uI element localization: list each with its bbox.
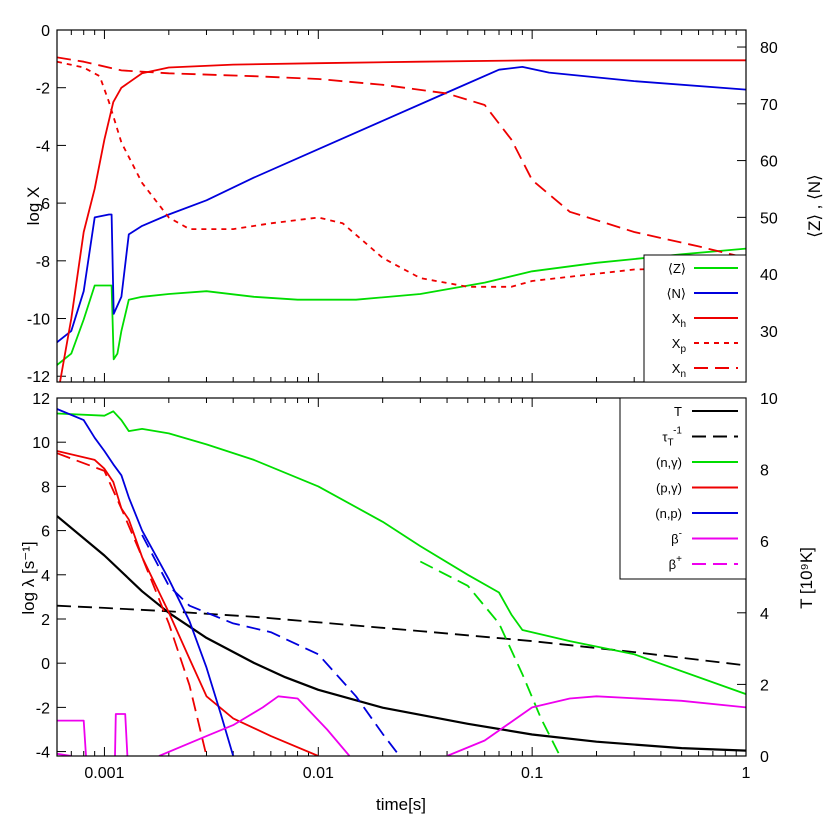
legend-superscript: + [676, 554, 682, 565]
y-right-tick-label: 80 [760, 40, 778, 57]
x-tick-label: 1 [742, 765, 751, 782]
y-right-tick-label: 0 [760, 749, 769, 766]
y-left-tick-label: -8 [36, 254, 50, 271]
series-line-n-p-dashed [141, 534, 401, 756]
series-line-p-dashed [57, 452, 208, 756]
y-left-tick-label: -12 [27, 369, 50, 386]
y-left-tick-label: 8 [41, 479, 50, 496]
y-left-tick-label: 10 [32, 435, 50, 452]
legend-subscript: T [668, 438, 674, 449]
y-right-tick-label: 30 [760, 324, 778, 341]
top-axis-ticks: 0 -2 -4 -6 -8 -10 -12 80 70 60 50 40 30 [27, 23, 778, 386]
legend-superscript: - [679, 529, 682, 540]
y-left-tick-label: -10 [27, 312, 50, 329]
series-line-n-p [57, 408, 235, 756]
bottom-panel: 0.001 0.01 0.1 1 12 10 8 6 4 2 0 -2 -4 10 8 6 4 2 0 log λ … [19, 391, 816, 814]
y-left-tick-label: -2 [36, 81, 50, 98]
y-right-tick-label: 60 [760, 154, 778, 171]
top-left-axis-label: log X [24, 187, 43, 226]
y-left-tick-label: -4 [36, 745, 50, 762]
legend-label: (n,p) [655, 506, 682, 521]
legend-subscript: n [680, 369, 686, 380]
legend-label: T [674, 404, 682, 419]
series-line-xn [57, 56, 746, 259]
series-line-n-dashed [419, 560, 561, 756]
x-tick-label: 0.1 [521, 765, 543, 782]
legend-label: ⟨Z⟩ [668, 261, 686, 276]
y-left-tick-label: 12 [32, 391, 50, 408]
series-line-p [57, 450, 319, 756]
legend-subscript: h [680, 319, 686, 330]
series-line-n [57, 66, 746, 344]
legend-label: (n,γ) [656, 455, 682, 470]
y-right-tick-label: 8 [760, 463, 769, 480]
legend-subscript: p [680, 344, 686, 355]
top-right-axis-label: ⟨Z⟩ , ⟨N⟩ [805, 174, 824, 237]
bottom-right-axis-label: T [10⁹K] [797, 547, 816, 609]
series-line-c [158, 695, 351, 756]
series-line-x [57, 719, 87, 756]
top-series-lines [57, 56, 746, 382]
series-line-xp [57, 60, 746, 288]
series-line-xh [59, 59, 746, 382]
y-right-tick-label: 2 [760, 677, 769, 694]
y-left-tick-label: 2 [41, 612, 50, 629]
top-panel: 0 -2 -4 -6 -8 -10 -12 80 70 60 50 40 30 log X ⟨Z⟩ , … [24, 23, 824, 386]
y-right-tick-label: 50 [760, 210, 778, 227]
x-tick-label: 0.01 [303, 765, 334, 782]
y-right-tick-label: 10 [760, 391, 778, 408]
series-line-t [57, 515, 746, 752]
x-axis-label: time[s] [376, 795, 426, 814]
y-left-tick-label: -4 [36, 138, 50, 155]
y-right-tick-label: 70 [760, 97, 778, 114]
x-tick-label: 0.001 [84, 765, 124, 782]
series-line-t [57, 604, 746, 667]
y-left-tick-label: 6 [41, 524, 50, 541]
series-line-n [57, 410, 746, 695]
y-left-tick-label: -2 [36, 700, 50, 717]
series-line-z [57, 247, 746, 366]
y-right-tick-label: 40 [760, 267, 778, 284]
top-plot-frame [56, 29, 747, 383]
series-line-b [114, 713, 129, 756]
legend-superscript: -1 [673, 426, 682, 437]
series-line-d [446, 695, 746, 756]
y-left-tick-label: 0 [41, 23, 50, 40]
y-left-tick-label: -6 [36, 196, 50, 213]
y-right-tick-label: 6 [760, 534, 769, 551]
y-left-tick-label: 0 [41, 656, 50, 673]
bottom-series-lines [57, 408, 746, 756]
legend-label: β- [671, 529, 682, 547]
y-right-tick-label: 4 [760, 606, 769, 623]
bottom-left-axis-label: log λ [s⁻¹] [19, 541, 38, 614]
legend-label: ⟨N⟩ [666, 286, 686, 301]
y-left-tick-label: 4 [41, 568, 50, 585]
bottom-legend: TτT-1(n,γ)(p,γ)(n,p)β-β+ [619, 397, 747, 580]
legend-label: (p,γ) [656, 481, 682, 496]
